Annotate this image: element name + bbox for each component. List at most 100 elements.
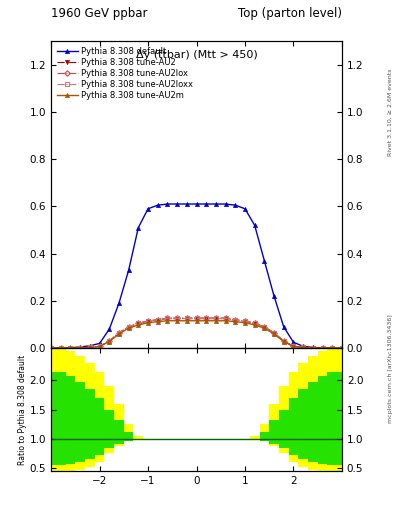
Pythia 8.308 tune-AU2lox — [107, 338, 112, 344]
Pythia 8.308 tune-AU2m — [126, 325, 131, 331]
Pythia 8.308 tune-AU2lox — [340, 345, 344, 351]
Pythia 8.308 default — [97, 340, 102, 347]
Pythia 8.308 tune-AU2 — [155, 317, 160, 323]
Pythia 8.308 tune-AU2loxx — [146, 318, 151, 324]
Pythia 8.308 tune-AU2 — [204, 315, 209, 322]
Pythia 8.308 tune-AU2loxx — [204, 315, 209, 322]
Pythia 8.308 default — [194, 201, 199, 207]
Pythia 8.308 tune-AU2 — [175, 315, 180, 322]
Pythia 8.308 tune-AU2loxx — [68, 345, 73, 351]
Pythia 8.308 default — [88, 343, 92, 349]
Pythia 8.308 tune-AU2m — [223, 317, 228, 324]
Pythia 8.308 tune-AU2loxx — [78, 345, 83, 351]
Pythia 8.308 default — [213, 201, 218, 207]
Pythia 8.308 tune-AU2 — [136, 321, 141, 327]
Pythia 8.308 tune-AU2lox — [291, 343, 296, 349]
Pythia 8.308 default — [155, 202, 160, 208]
Pythia 8.308 tune-AU2loxx — [233, 317, 238, 323]
Line: Pythia 8.308 tune-AU2: Pythia 8.308 tune-AU2 — [49, 316, 344, 350]
Pythia 8.308 tune-AU2 — [262, 324, 267, 330]
Pythia 8.308 tune-AU2m — [49, 345, 53, 351]
Pythia 8.308 tune-AU2loxx — [126, 324, 131, 330]
Pythia 8.308 tune-AU2m — [340, 345, 344, 351]
Pythia 8.308 tune-AU2lox — [213, 315, 218, 321]
Pythia 8.308 tune-AU2 — [97, 343, 102, 349]
Pythia 8.308 tune-AU2 — [281, 338, 286, 344]
Pythia 8.308 default — [330, 345, 334, 351]
Pythia 8.308 default — [291, 339, 296, 345]
Pythia 8.308 default — [233, 202, 238, 208]
Pythia 8.308 default — [165, 201, 170, 207]
Pythia 8.308 tune-AU2 — [126, 324, 131, 330]
Pythia 8.308 tune-AU2lox — [310, 345, 315, 351]
Pythia 8.308 tune-AU2lox — [223, 315, 228, 321]
Pythia 8.308 tune-AU2 — [184, 315, 189, 322]
Pythia 8.308 tune-AU2 — [68, 345, 73, 351]
Pythia 8.308 tune-AU2loxx — [117, 330, 121, 336]
Pythia 8.308 default — [107, 326, 112, 332]
Pythia 8.308 tune-AU2 — [223, 315, 228, 322]
Pythia 8.308 tune-AU2 — [107, 338, 112, 344]
Line: Pythia 8.308 tune-AU2m: Pythia 8.308 tune-AU2m — [49, 318, 344, 350]
Pythia 8.308 default — [242, 206, 247, 212]
Pythia 8.308 tune-AU2 — [340, 345, 344, 351]
Pythia 8.308 tune-AU2lox — [184, 315, 189, 321]
Pythia 8.308 tune-AU2 — [146, 318, 151, 324]
Pythia 8.308 tune-AU2lox — [204, 315, 209, 321]
Pythia 8.308 default — [301, 343, 305, 349]
Pythia 8.308 tune-AU2loxx — [330, 345, 334, 351]
Pythia 8.308 tune-AU2 — [242, 318, 247, 324]
Pythia 8.308 tune-AU2m — [291, 344, 296, 350]
Pythia 8.308 tune-AU2lox — [242, 318, 247, 324]
Pythia 8.308 tune-AU2 — [252, 321, 257, 327]
Line: Pythia 8.308 tune-AU2loxx: Pythia 8.308 tune-AU2loxx — [49, 316, 344, 350]
Pythia 8.308 tune-AU2m — [310, 345, 315, 351]
Pythia 8.308 tune-AU2m — [320, 345, 325, 351]
Pythia 8.308 tune-AU2m — [88, 345, 92, 351]
Pythia 8.308 default — [136, 225, 141, 231]
Pythia 8.308 tune-AU2loxx — [242, 318, 247, 324]
Pythia 8.308 tune-AU2loxx — [155, 317, 160, 323]
Pythia 8.308 tune-AU2lox — [136, 321, 141, 327]
Text: 1960 GeV ppbar: 1960 GeV ppbar — [51, 8, 148, 20]
Pythia 8.308 tune-AU2m — [281, 338, 286, 345]
Pythia 8.308 tune-AU2loxx — [310, 345, 315, 351]
Pythia 8.308 tune-AU2lox — [320, 345, 325, 351]
Pythia 8.308 default — [310, 345, 315, 351]
Pythia 8.308 default — [78, 344, 83, 350]
Pythia 8.308 tune-AU2lox — [175, 315, 180, 321]
Pythia 8.308 tune-AU2lox — [126, 324, 131, 330]
Pythia 8.308 tune-AU2 — [165, 315, 170, 322]
Pythia 8.308 tune-AU2loxx — [184, 315, 189, 322]
Pythia 8.308 tune-AU2loxx — [213, 315, 218, 322]
Pythia 8.308 default — [204, 201, 209, 207]
Pythia 8.308 tune-AU2lox — [146, 318, 151, 324]
Pythia 8.308 tune-AU2m — [184, 317, 189, 324]
Pythia 8.308 default — [126, 267, 131, 273]
Pythia 8.308 default — [146, 206, 151, 212]
Pythia 8.308 default — [117, 300, 121, 306]
Text: Top (parton level): Top (parton level) — [238, 8, 342, 20]
Pythia 8.308 tune-AU2lox — [252, 321, 257, 327]
Pythia 8.308 tune-AU2lox — [97, 343, 102, 349]
Pythia 8.308 tune-AU2 — [59, 345, 63, 351]
Pythia 8.308 default — [49, 345, 53, 351]
Pythia 8.308 default — [59, 345, 63, 351]
Pythia 8.308 tune-AU2m — [262, 325, 267, 331]
Pythia 8.308 tune-AU2lox — [68, 345, 73, 351]
Pythia 8.308 tune-AU2m — [252, 322, 257, 328]
Pythia 8.308 tune-AU2loxx — [107, 338, 112, 344]
Pythia 8.308 default — [68, 345, 73, 351]
Pythia 8.308 default — [175, 201, 180, 207]
Pythia 8.308 default — [184, 201, 189, 207]
Pythia 8.308 tune-AU2loxx — [97, 343, 102, 349]
Pythia 8.308 tune-AU2m — [175, 317, 180, 324]
Pythia 8.308 tune-AU2lox — [301, 345, 305, 351]
Pythia 8.308 default — [320, 345, 325, 351]
Pythia 8.308 tune-AU2 — [233, 317, 238, 323]
Y-axis label: Ratio to Pythia 8.308 default: Ratio to Pythia 8.308 default — [18, 354, 27, 465]
Pythia 8.308 tune-AU2lox — [330, 345, 334, 351]
Pythia 8.308 tune-AU2 — [272, 330, 276, 336]
Line: Pythia 8.308 default: Pythia 8.308 default — [49, 202, 344, 350]
Pythia 8.308 tune-AU2lox — [117, 330, 121, 336]
